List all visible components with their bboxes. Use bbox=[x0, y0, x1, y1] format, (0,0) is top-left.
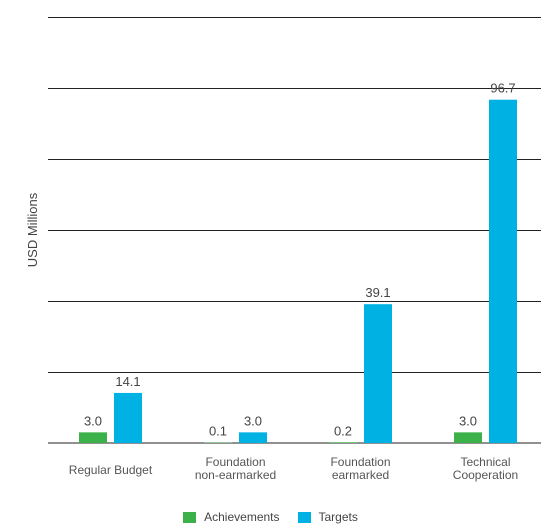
gridlines bbox=[48, 17, 541, 444]
bar-achievements bbox=[79, 432, 107, 443]
data-label: 39.1 bbox=[365, 285, 390, 300]
bar-achievements bbox=[454, 432, 482, 443]
data-label: 3.0 bbox=[459, 413, 477, 428]
data-label: 0.1 bbox=[209, 424, 227, 439]
data-label: 0.2 bbox=[334, 423, 352, 438]
x-tick-label: Foundation non-earmarked bbox=[195, 455, 276, 482]
legend-item-achievements: Achievements bbox=[183, 510, 280, 524]
chart: USD Millions 3.0 14.1 0.1 3.0 0.2 39.1 3.0 96.7… bbox=[25, 17, 541, 482]
bar-targets bbox=[489, 99, 517, 443]
data-label: 3.0 bbox=[84, 413, 102, 428]
legend-item-targets: Targets bbox=[297, 510, 358, 524]
x-tick-label: Technical Cooperation bbox=[453, 455, 518, 482]
x-tick-labels: Regular Budget Foundation non-earmarked Fou… bbox=[69, 455, 518, 482]
legend-label-achievements: Achievements bbox=[204, 510, 280, 524]
legend-label-targets: Targets bbox=[318, 510, 358, 524]
legend: Achievements Targets bbox=[0, 510, 541, 524]
bars: 3.0 14.1 0.1 3.0 0.2 39.1 3.0 96.7 bbox=[79, 81, 517, 443]
legend-swatch-achievements bbox=[183, 511, 197, 523]
y-axis-label: USD Millions bbox=[25, 192, 40, 267]
x-tick-label: Foundation earmarked bbox=[330, 455, 390, 482]
data-label: 3.0 bbox=[244, 413, 262, 428]
bar-targets bbox=[239, 432, 267, 443]
legend-swatch-targets bbox=[297, 511, 311, 523]
bar-targets bbox=[114, 392, 142, 443]
x-tick-label: Regular Budget bbox=[69, 463, 153, 477]
data-label: 14.1 bbox=[115, 374, 140, 389]
data-label: 96.7 bbox=[490, 81, 515, 96]
bar-achievements bbox=[329, 442, 357, 443]
bar-targets bbox=[364, 304, 392, 443]
